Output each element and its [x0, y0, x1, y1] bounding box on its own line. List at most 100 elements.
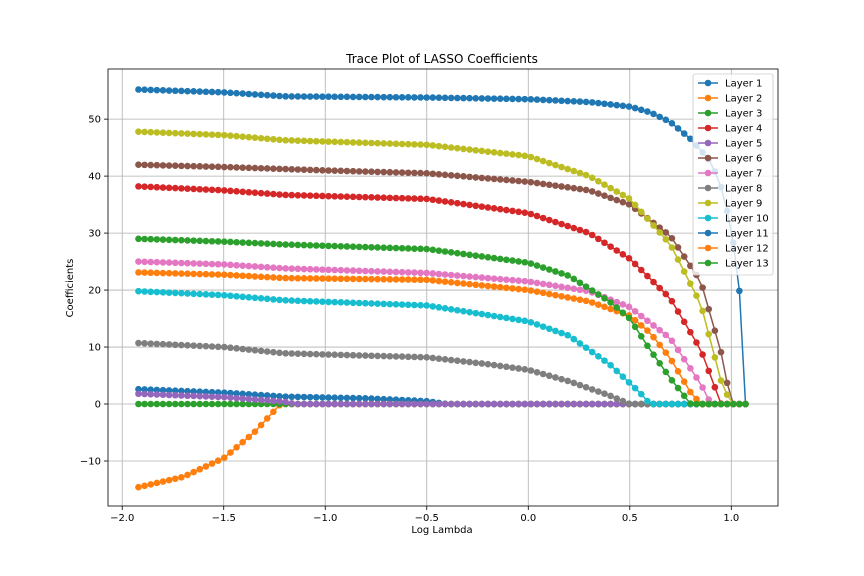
data-point	[404, 140, 412, 148]
data-point	[331, 167, 338, 174]
data-point	[509, 276, 516, 284]
data-point	[221, 89, 228, 96]
data-point	[478, 310, 486, 318]
data-point	[398, 276, 406, 283]
data-point	[576, 381, 584, 389]
data-point	[263, 240, 271, 247]
data-point	[392, 301, 400, 308]
data-point	[582, 283, 590, 290]
data-point	[282, 265, 289, 272]
data-point	[503, 400, 510, 408]
data-point	[141, 386, 148, 393]
data-point	[147, 235, 155, 243]
data-point	[196, 88, 204, 95]
data-point	[447, 249, 455, 256]
data-point	[637, 312, 645, 320]
data-point	[380, 268, 388, 275]
y-tick-label: 40	[88, 172, 101, 183]
data-point	[496, 149, 504, 157]
data-point	[227, 389, 234, 397]
data-point	[490, 312, 498, 320]
data-point	[257, 240, 265, 247]
data-point	[386, 276, 394, 283]
data-point	[165, 184, 173, 192]
data-point	[270, 296, 277, 303]
data-point	[454, 94, 461, 102]
data-point	[282, 350, 289, 357]
data-point	[165, 341, 173, 348]
data-point	[141, 400, 148, 408]
data-point	[343, 394, 351, 402]
data-point	[202, 260, 210, 268]
data-point	[331, 93, 338, 101]
x-tick-label: 0.0	[520, 513, 536, 524]
y-tick-label: 30	[88, 229, 101, 240]
data-point	[319, 266, 326, 273]
data-point	[276, 165, 283, 173]
data-point	[545, 325, 553, 333]
data-point	[533, 179, 541, 187]
data-point	[184, 392, 191, 400]
data-point	[570, 379, 578, 387]
data-point	[202, 163, 210, 170]
data-point	[270, 92, 277, 99]
data-point	[171, 475, 179, 483]
data-point	[171, 129, 179, 137]
data-point	[239, 133, 246, 140]
data-point	[319, 192, 326, 200]
data-point	[484, 311, 492, 319]
data-point	[178, 289, 185, 297]
data-point	[441, 143, 449, 151]
data-point	[171, 87, 179, 95]
data-point	[233, 292, 240, 300]
data-point	[564, 165, 571, 173]
data-point	[233, 345, 240, 352]
data-point	[245, 433, 253, 441]
legend-marker	[704, 154, 712, 162]
data-point	[227, 449, 234, 456]
data-point	[588, 174, 596, 182]
data-point	[717, 377, 725, 384]
data-point	[294, 166, 302, 173]
data-point	[343, 193, 351, 200]
x-tick-label: 0.5	[622, 513, 638, 524]
data-point	[227, 261, 234, 269]
data-point	[312, 137, 320, 145]
data-point	[294, 393, 302, 401]
data-point	[423, 141, 430, 149]
axes: −2.0 −1.5 −1.0 −0.5 0.0 0.5 1.0 −10 0 10 20 30 40 50	[80, 68, 779, 524]
data-point	[362, 93, 369, 101]
data-point	[607, 194, 614, 202]
data-point	[282, 297, 289, 304]
legend-item: Layer 4	[698, 124, 762, 135]
data-point	[325, 242, 332, 250]
data-point	[239, 239, 246, 246]
data-point	[447, 172, 455, 179]
data-point	[368, 400, 375, 408]
data-point	[509, 207, 516, 215]
data-point	[245, 294, 253, 301]
data-point	[478, 95, 486, 102]
data-point	[319, 394, 326, 401]
data-point	[374, 300, 381, 307]
data-point	[601, 295, 608, 302]
data-point	[656, 113, 663, 121]
data-point	[588, 299, 596, 306]
data-point	[312, 166, 320, 174]
data-point	[171, 400, 179, 408]
data-point	[312, 275, 320, 282]
data-point	[270, 408, 277, 416]
data-point	[325, 167, 332, 174]
data-point	[325, 138, 332, 145]
data-point	[245, 395, 253, 403]
data-point	[171, 184, 179, 192]
data-point	[527, 96, 535, 103]
data-point	[723, 391, 731, 398]
data-point	[196, 260, 204, 267]
data-point	[417, 269, 424, 277]
data-point	[202, 88, 210, 96]
data-point	[411, 353, 418, 361]
data-point	[454, 199, 461, 207]
data-point	[503, 176, 510, 184]
data-point	[411, 245, 418, 252]
